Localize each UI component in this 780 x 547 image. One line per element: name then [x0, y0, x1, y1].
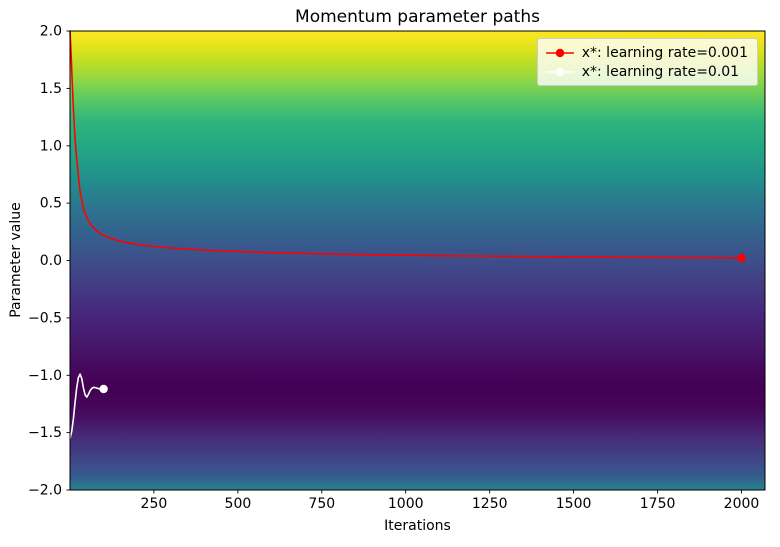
- y-tick-label: 0.5: [40, 196, 62, 212]
- x-tick-label: 2000: [724, 496, 760, 512]
- series-line-0: [69, 30, 743, 259]
- legend: x*: learning rate=0.001 x*: learning rate…: [536, 38, 758, 86]
- x-tick-label: 500: [225, 496, 252, 512]
- x-tick-label: 1250: [472, 496, 508, 512]
- x-tick-label: 250: [141, 496, 168, 512]
- y-tick-label: 2.0: [40, 24, 62, 40]
- legend-entry: x*: learning rate=0.001: [545, 43, 748, 62]
- legend-entry: x*: learning rate=0.01: [545, 62, 748, 81]
- x-tick-label: 1500: [556, 496, 592, 512]
- plot-background: [70, 31, 765, 490]
- legend-label: x*: learning rate=0.01: [581, 63, 740, 80]
- x-tick-label: 750: [308, 496, 335, 512]
- series-endpoint-marker-0: [737, 253, 746, 263]
- x-tick-label: 1000: [388, 496, 424, 512]
- y-tick-label: 0.0: [40, 253, 62, 269]
- y-tick-label: 1.0: [40, 138, 62, 154]
- x-axis-label: Iterations: [384, 518, 451, 534]
- y-tick-label: 1.5: [40, 81, 62, 97]
- legend-line-marker-icon: [545, 67, 574, 76]
- series-line-1: [69, 373, 105, 440]
- legend-line-marker-icon: [545, 48, 574, 57]
- chart-title: Momentum parameter paths: [295, 7, 540, 27]
- y-tick-label: −2.0: [28, 483, 62, 499]
- legend-label: x*: learning rate=0.001: [581, 44, 748, 61]
- series-endpoint-marker-1: [99, 384, 108, 394]
- y-tick-label: −1.5: [28, 425, 62, 441]
- y-tick-label: −1.0: [28, 368, 62, 384]
- x-tick-label: 1750: [640, 496, 676, 512]
- y-tick-label: −0.5: [28, 310, 62, 326]
